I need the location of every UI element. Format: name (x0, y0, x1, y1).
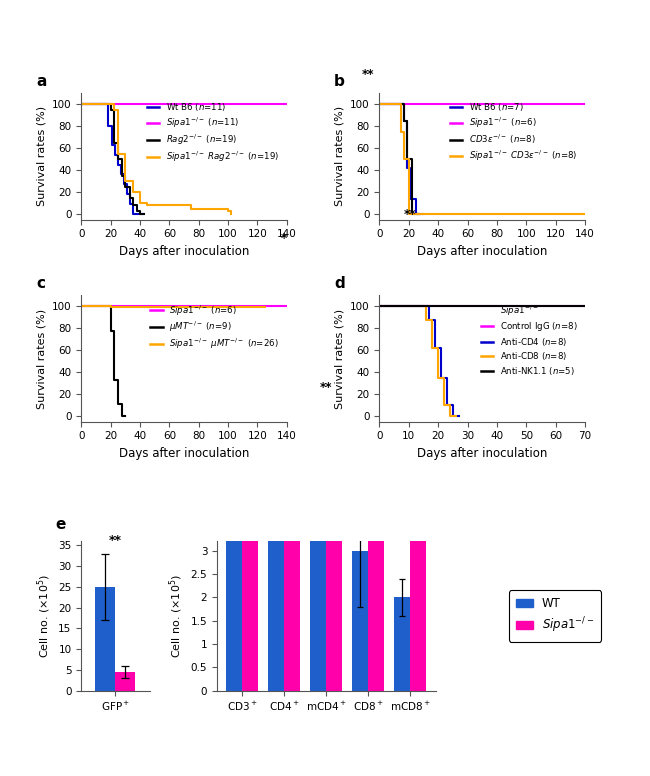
Bar (410, 271, 426, 691)
Legend: Wt B6 ($n$=7), $Sipa1^{-/-}$ ($n$=6), $CD3\varepsilon^{-/-}$ ($n$=8), $Sipa1^{-/: Wt B6 ($n$=7), $Sipa1^{-/-}$ ($n$=6), $C… (447, 98, 580, 166)
Text: e: e (55, 518, 66, 532)
Text: d: d (334, 275, 345, 291)
Y-axis label: Survival rates (%): Survival rates (%) (36, 309, 46, 409)
Legend: $Sipa1^{-/-}$ ($n$=6), $\mu MT^{-/-}$ ($n$=9), $Sipa1^{-/-}$ $\mu MT^{-/-}$ ($n$: $Sipa1^{-/-}$ ($n$=6), $\mu MT^{-/-}$ ($… (147, 300, 283, 355)
Y-axis label: Cell no. ($\times$10$^5$): Cell no. ($\times$10$^5$) (168, 574, 185, 658)
Y-axis label: Survival rates (%): Survival rates (%) (335, 106, 344, 206)
Bar (242, 0, 258, 691)
Text: *: * (281, 232, 287, 245)
X-axis label: Days after inoculation: Days after inoculation (417, 244, 547, 258)
Bar (310, 504, 326, 691)
Legend: WT, $Sipa1^{-/-}$: WT, $Sipa1^{-/-}$ (509, 591, 601, 642)
Bar (96, 587, 116, 691)
Text: **: ** (362, 68, 374, 81)
Text: **: ** (109, 535, 122, 548)
Bar (116, 672, 135, 691)
Y-axis label: Cell no. ($\times$10$^5$): Cell no. ($\times$10$^5$) (35, 574, 53, 658)
X-axis label: Days after inoculation: Days after inoculation (119, 447, 249, 460)
X-axis label: Days after inoculation: Days after inoculation (417, 447, 547, 460)
Text: **: ** (320, 381, 333, 394)
X-axis label: Days after inoculation: Days after inoculation (119, 244, 249, 258)
Bar (268, 434, 284, 691)
Text: c: c (36, 275, 45, 291)
Legend: $Sipa1^{-/-}$, Control IgG ($n$=8), Anti-CD4 ($n$=8), Anti-CD8 ($n$=8), Anti-NK1: $Sipa1^{-/-}$, Control IgG ($n$=8), Anti… (477, 300, 580, 380)
Legend: Wt B6 ($n$=11), $Sipa1^{-/-}$ ($n$=11), $Rag2^{-/-}$ ($n$=19), $Sipa1^{-/-}$ $Ra: Wt B6 ($n$=11), $Sipa1^{-/-}$ ($n$=11), … (144, 98, 283, 168)
Text: **: ** (404, 209, 417, 221)
Bar (326, 434, 343, 691)
Y-axis label: Survival rates (%): Survival rates (%) (36, 106, 46, 206)
Bar (369, 154, 384, 691)
Bar (352, 551, 369, 691)
Text: b: b (334, 74, 345, 88)
Bar (395, 598, 410, 691)
Bar (284, 294, 300, 691)
Y-axis label: Survival rates (%): Survival rates (%) (335, 309, 344, 409)
Bar (226, 130, 242, 691)
Text: a: a (36, 74, 46, 88)
